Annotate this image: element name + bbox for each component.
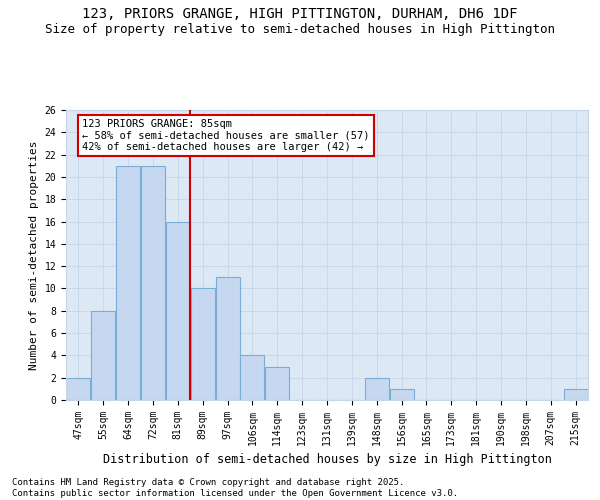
Text: 123, PRIORS GRANGE, HIGH PITTINGTON, DURHAM, DH6 1DF: 123, PRIORS GRANGE, HIGH PITTINGTON, DUR… — [82, 8, 518, 22]
Bar — [166, 222, 190, 400]
Y-axis label: Number of semi-detached properties: Number of semi-detached properties — [29, 140, 39, 370]
Text: 123 PRIORS GRANGE: 85sqm
← 58% of semi-detached houses are smaller (57)
42% of s: 123 PRIORS GRANGE: 85sqm ← 58% of semi-d… — [82, 119, 370, 152]
Bar — [365, 378, 389, 400]
Text: Contains HM Land Registry data © Crown copyright and database right 2025.
Contai: Contains HM Land Registry data © Crown c… — [12, 478, 458, 498]
X-axis label: Distribution of semi-detached houses by size in High Pittington: Distribution of semi-detached houses by … — [103, 454, 551, 466]
Bar — [116, 166, 140, 400]
Bar — [141, 166, 165, 400]
Bar — [241, 356, 265, 400]
Bar — [389, 389, 413, 400]
Bar — [67, 378, 91, 400]
Bar — [265, 366, 289, 400]
Bar — [91, 311, 115, 400]
Bar — [563, 389, 587, 400]
Bar — [191, 288, 215, 400]
Text: Size of property relative to semi-detached houses in High Pittington: Size of property relative to semi-detach… — [45, 22, 555, 36]
Bar — [215, 278, 239, 400]
